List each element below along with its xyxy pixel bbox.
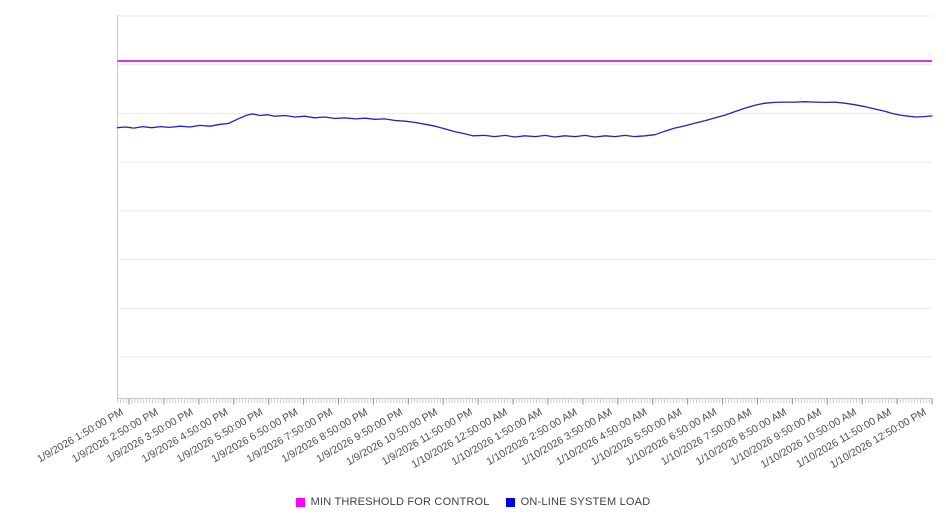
load-series-line [116, 101, 933, 138]
chart-legend: MIN THRESHOLD FOR CONTROL ON-LINE SYSTEM … [0, 496, 946, 508]
legend-swatch-threshold [295, 497, 305, 507]
legend-item-system-load: ON-LINE SYSTEM LOAD [505, 496, 651, 508]
plot-wrap: 1/9/2026 1:50:00 PM 1/9/2026 2:50:00 PM 1/… [35, 15, 933, 471]
legend-label: ON-LINE SYSTEM LOAD [520, 496, 651, 508]
legend-label: MIN THRESHOLD FOR CONTROL [310, 496, 490, 508]
legend-swatch-system-load [505, 497, 515, 507]
gridlines [117, 15, 932, 358]
legend-item-threshold: MIN THRESHOLD FOR CONTROL [295, 496, 490, 508]
line-chart-canvas: 1/9/2026 1:50:00 PM1/9/2026 2:50:00 PM1/… [35, 15, 933, 471]
x-axis-labels: 1/9/2026 1:50:00 PM1/9/2026 2:50:00 PM1/… [35, 406, 928, 471]
x-axis-minor-ticks [117, 398, 930, 403]
x-axis-major-ticks [128, 398, 933, 405]
